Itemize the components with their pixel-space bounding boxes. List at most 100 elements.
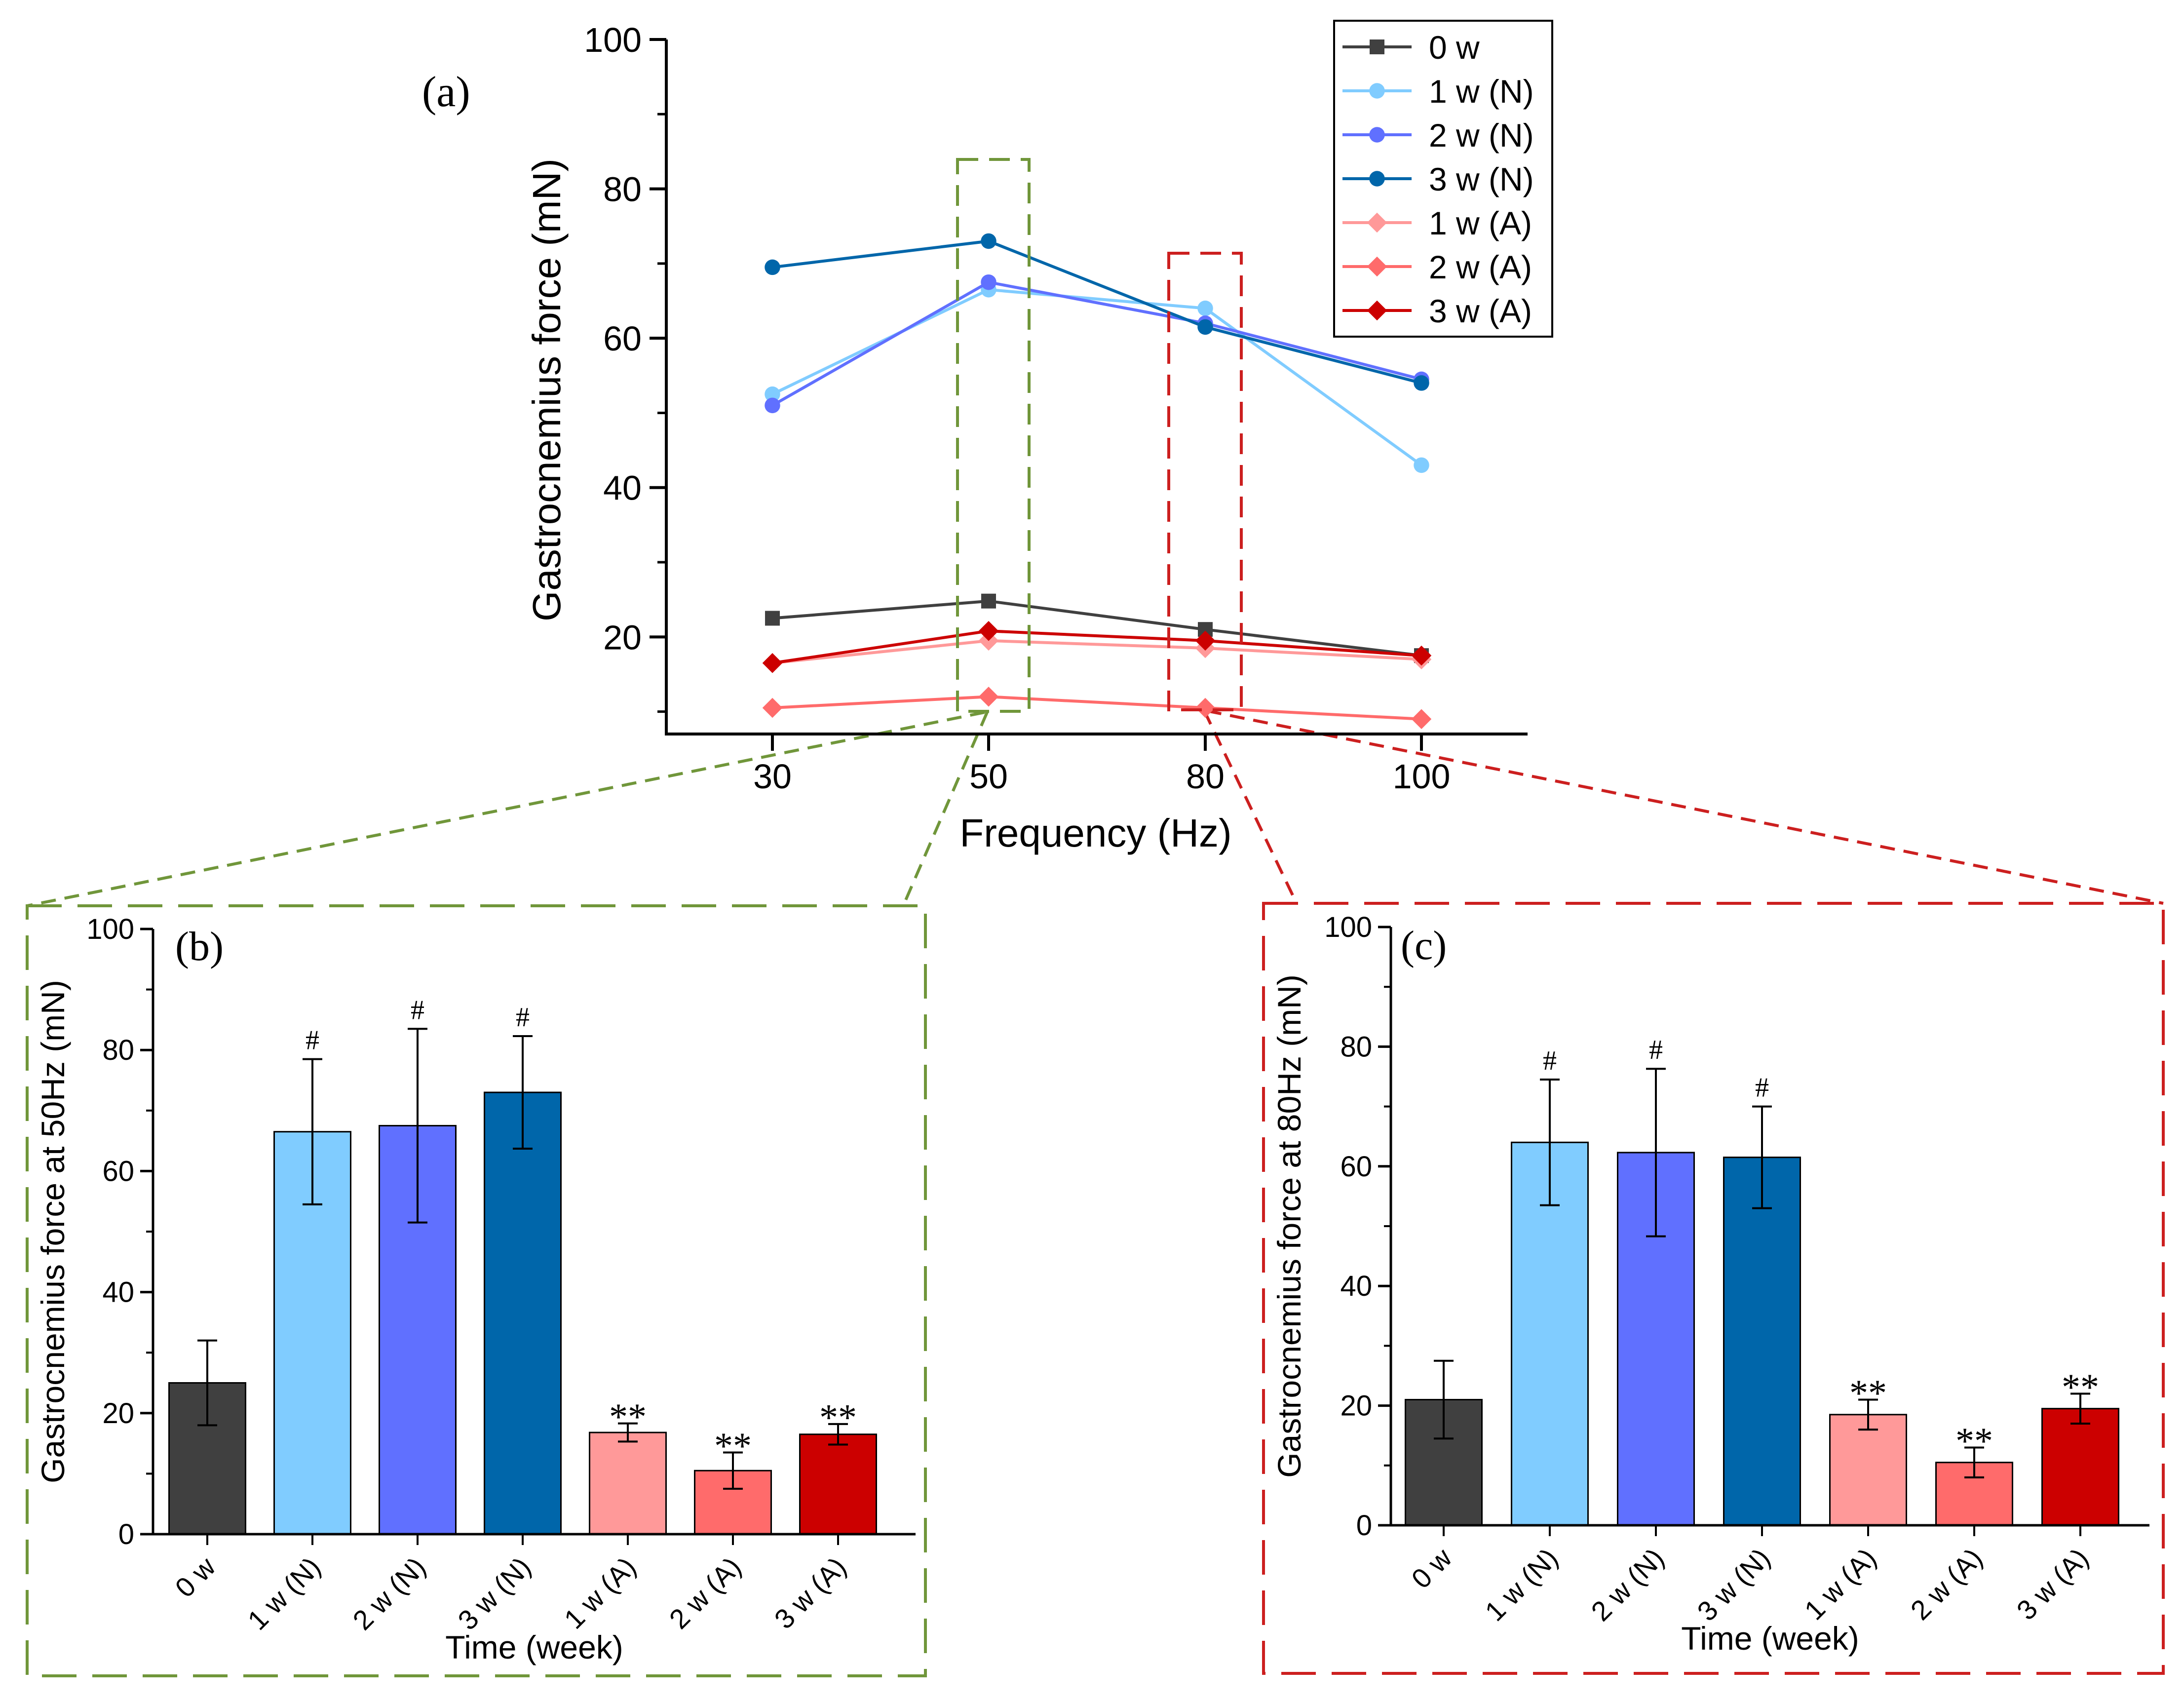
x-tick-label: 30: [753, 757, 792, 796]
y-tick-label: 60: [603, 319, 642, 358]
x-tick-label: 1 w (A): [1799, 1542, 1882, 1626]
bar-3-w-a: [2041, 1408, 2119, 1526]
significance-marker: #: [306, 1025, 319, 1056]
data-point: [762, 653, 783, 673]
data-point: [765, 397, 780, 414]
x-tick-label: 1 w (N): [241, 1551, 326, 1636]
x-tick-label: 3 w (N): [452, 1551, 536, 1636]
panel-label: (b): [175, 924, 224, 969]
highlight-box-80hz: [1167, 252, 1243, 711]
y-tick-label: 0: [1356, 1509, 1372, 1542]
x-tick-label: 50: [969, 757, 1008, 796]
series-line-3-w-a: [772, 629, 1422, 665]
series-3-w-a: [762, 620, 1432, 673]
data-point: [762, 697, 783, 718]
data-point: [981, 593, 996, 609]
series-line-2-w-a: [772, 695, 1422, 721]
x-tick-label: 3 w (N): [1691, 1542, 1776, 1627]
significance-marker: #: [1649, 1035, 1663, 1065]
series-line-2-w-n: [771, 280, 1422, 407]
x-tick-label: 0 w: [1405, 1542, 1458, 1595]
x-tick-label: 2 w (N): [1585, 1542, 1670, 1627]
legend-marker: [1367, 256, 1387, 277]
legend-marker: [1367, 300, 1387, 321]
bar-1-w-n: [1511, 1141, 1589, 1526]
x-axis-label: Frequency (Hz): [959, 811, 1231, 855]
data-point: [1414, 457, 1429, 473]
x-tick-label: 80: [1186, 757, 1225, 796]
legend-marker: [1370, 39, 1384, 54]
data-point: [1195, 630, 1216, 651]
legend: 0 w 1 w (N) 2 w (N) 3 w (N) 1 w (A) 2 w (A) 3 …: [1333, 20, 1553, 338]
y-tick-label: 80: [603, 170, 642, 209]
data-point: [981, 233, 996, 249]
legend-label: 3 w (A): [1429, 293, 1532, 329]
y-tick-label: 0: [118, 1518, 134, 1550]
x-tick-label: 3 w (A): [768, 1551, 852, 1635]
series-2-w-a: [762, 687, 1432, 729]
data-point: [1197, 319, 1213, 335]
x-axis-label: Time (week): [1681, 1620, 1859, 1657]
significance-marker: #: [1755, 1073, 1769, 1103]
panel-a-line-chart: 20 40 60 80 100 30 50 80 100 Frequency (Hz) Gastro…: [422, 20, 1553, 855]
panel-frame: [1262, 902, 2165, 1675]
y-tick-label: 100: [1324, 911, 1372, 943]
y-axis-label: Gastrocnemius force at 80Hz (mN): [1271, 974, 1307, 1478]
data-point: [978, 620, 999, 641]
legend-label: 1 w (A): [1429, 205, 1532, 241]
data-point: [1195, 697, 1216, 718]
data-point: [765, 611, 780, 626]
data-point: [1411, 645, 1432, 666]
significance-marker: **: [1849, 1372, 1887, 1414]
y-axis-label: Gastrocnemius force at 50Hz (mN): [35, 980, 71, 1483]
legend-marker: [1369, 171, 1385, 187]
significance-marker: **: [2062, 1366, 2099, 1408]
bar-3-w-a: [799, 1433, 877, 1535]
x-axis-label: Time (week): [445, 1629, 623, 1665]
y-tick-label: 40: [603, 469, 642, 507]
y-tick-label: 100: [584, 21, 642, 59]
legend-label: 3 w (N): [1429, 161, 1534, 197]
y-tick-label: 60: [102, 1155, 134, 1187]
data-point: [1197, 300, 1213, 316]
data-point: [1414, 375, 1429, 391]
series-line-1-w-n: [771, 288, 1422, 466]
legend-marker: [1369, 83, 1385, 99]
panel-frame: [26, 904, 927, 1677]
y-tick-label: 20: [603, 618, 642, 657]
panel-label: (c): [1401, 923, 1447, 968]
series-line-0-w: [772, 599, 1422, 658]
significance-marker: **: [714, 1425, 752, 1467]
y-tick-label: 80: [1340, 1031, 1372, 1063]
x-tick-label: 100: [1393, 757, 1451, 796]
panel-label-a: (a): [422, 68, 470, 116]
x-tick-label: 0 w: [169, 1551, 222, 1604]
data-point: [1411, 709, 1432, 729]
bar-1-w-a: [589, 1431, 667, 1535]
zoom-line-50hz-right: [902, 711, 989, 907]
x-tick-label: 2 w (N): [346, 1551, 431, 1636]
zoom-connector-lines: [27, 709, 2164, 907]
bar-3-w-n: [1723, 1157, 1801, 1526]
x-tick-label: 2 w (A): [663, 1551, 747, 1635]
y-tick-label: 80: [102, 1034, 134, 1066]
data-point: [978, 687, 999, 707]
legend-marker: [1369, 127, 1385, 143]
y-tick-label: 20: [102, 1397, 134, 1430]
significance-marker: **: [819, 1397, 857, 1438]
significance-marker: **: [609, 1396, 647, 1438]
highlight-box-50hz: [956, 158, 1031, 713]
legend-label: 2 w (A): [1429, 249, 1532, 285]
zoom-line-50hz-left: [27, 711, 985, 907]
data-point: [765, 386, 780, 402]
x-tick-label: 1 w (N): [1479, 1542, 1564, 1627]
x-tick-label: 3 w (A): [2011, 1542, 2095, 1626]
legend-label: 0 w: [1429, 29, 1480, 66]
series-3-w-n: [765, 233, 1429, 391]
y-tick-label: 100: [86, 913, 134, 945]
legend-label: 1 w (N): [1429, 73, 1534, 110]
zoom-line-80hz-left: [1203, 710, 1298, 904]
bar-1-w-a: [1829, 1414, 1907, 1526]
significance-marker: #: [1543, 1045, 1557, 1076]
